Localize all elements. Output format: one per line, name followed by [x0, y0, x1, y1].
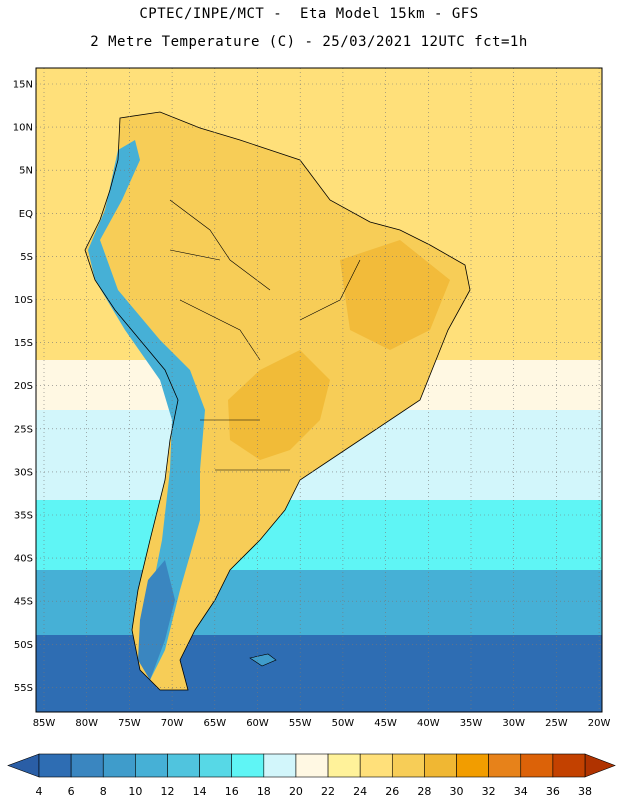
- colorbar-swatch: [327, 753, 361, 778]
- map-title-line2: 2 Metre Temperature (C) - 25/03/2021 12U…: [90, 34, 528, 50]
- colorbar-swatch: [70, 753, 104, 778]
- lat-label: 15S: [14, 338, 33, 349]
- colorbar-label: 24: [353, 785, 367, 798]
- colorbar: 4 6 8 10 12 14 16 18 20 22 24 26 28 30 32 34 36 38: [7, 753, 616, 798]
- lat-label: 20S: [14, 381, 33, 392]
- map-frame: [35, 67, 603, 713]
- lat-label: 15N: [13, 80, 33, 91]
- lon-label: 65W: [203, 718, 226, 729]
- colorbar-swatch: [38, 753, 72, 778]
- colorbar-over-triangle: [584, 753, 616, 778]
- lon-label: 55W: [289, 718, 312, 729]
- lon-label: 20W: [588, 718, 611, 729]
- colorbar-swatch: [424, 753, 457, 778]
- lon-label: 30W: [502, 718, 525, 729]
- longitude-labels: 85W 80W 75W 70W 65W 60W 55W 50W 45W 40W 35W 30W 25W 2…: [33, 718, 611, 729]
- lon-label: 70W: [161, 718, 184, 729]
- colorbar-label: 36: [546, 785, 560, 798]
- colorbar-label: 18: [257, 785, 271, 798]
- country-borders: [169, 199, 361, 471]
- colorbar-swatch: [231, 753, 265, 778]
- latitude-labels: 15N 10N 5N EQ 5S 10S 15S 20S 25S 30S 35S 40S 45S 50S 5…: [13, 80, 33, 694]
- temperature-field: [36, 68, 602, 712]
- andes-cold: [88, 140, 205, 680]
- lon-label: 50W: [332, 718, 355, 729]
- hot-northeast: [340, 240, 450, 350]
- colorbar-label: 22: [321, 785, 335, 798]
- colorbar-swatch: [456, 753, 489, 778]
- colorbar-label: 4: [36, 785, 43, 798]
- colorbar-swatch: [135, 753, 168, 778]
- colorbar-label: 6: [68, 785, 75, 798]
- colorbar-swatch: [263, 753, 297, 778]
- lon-label: 75W: [118, 718, 141, 729]
- colorbar-label: 34: [514, 785, 528, 798]
- lon-label: 60W: [246, 718, 269, 729]
- lon-label: 40W: [417, 718, 440, 729]
- colorbar-label: 12: [160, 785, 174, 798]
- colorbar-label: 10: [128, 785, 142, 798]
- patagonia-cold: [138, 560, 175, 680]
- colorbar-label: 14: [193, 785, 207, 798]
- colorbar-label: 20: [289, 785, 303, 798]
- lon-label: 85W: [33, 718, 56, 729]
- lat-label: 5N: [19, 166, 33, 177]
- colorbar-label: 32: [482, 785, 496, 798]
- lat-label: 45S: [14, 597, 33, 608]
- colorbar-under-triangle: [7, 753, 40, 778]
- colorbar-label: 38: [578, 785, 592, 798]
- colorbar-label: 8: [100, 785, 107, 798]
- map-title-line1: CPTEC/INPE/MCT - Eta Model 15km - GFS: [139, 6, 479, 22]
- colorbar-swatch: [102, 753, 136, 778]
- colorbar-swatch: [199, 753, 233, 778]
- colorbar-label: 16: [225, 785, 239, 798]
- colorbar-swatch: [520, 753, 554, 778]
- colorbar-label: 30: [450, 785, 464, 798]
- lat-label: 25S: [14, 424, 33, 435]
- lat-label: 55S: [14, 683, 33, 694]
- lat-label: 10N: [13, 123, 33, 134]
- colorbar-label: 28: [417, 785, 431, 798]
- lat-label: 30S: [14, 467, 33, 478]
- hot-interior: [228, 350, 330, 460]
- lat-label: 5S: [20, 252, 33, 263]
- colorbar-label: 26: [385, 785, 399, 798]
- colorbar-swatch: [167, 753, 200, 778]
- lon-label: 35W: [460, 718, 483, 729]
- falkland-islands: [249, 653, 277, 667]
- coastline: [84, 111, 471, 691]
- sea-band-cool: [36, 570, 602, 640]
- colorbar-swatch: [391, 753, 425, 778]
- sea-band-cold: [36, 635, 602, 712]
- colorbar-swatch: [295, 753, 329, 778]
- colorbar-swatch: [359, 753, 393, 778]
- lon-label: 80W: [75, 718, 98, 729]
- lon-label: 45W: [374, 718, 397, 729]
- lat-label: 50S: [14, 640, 33, 651]
- lat-label: 40S: [14, 554, 33, 565]
- graticule: [36, 68, 602, 712]
- colorbar-swatch: [488, 753, 522, 778]
- lon-label: 25W: [545, 718, 568, 729]
- lat-label: 10S: [14, 295, 33, 306]
- colorbar-swatch: [552, 753, 586, 778]
- lat-label: EQ: [19, 209, 33, 220]
- lat-label: 35S: [14, 511, 33, 522]
- sea-band-cyan: [36, 500, 602, 580]
